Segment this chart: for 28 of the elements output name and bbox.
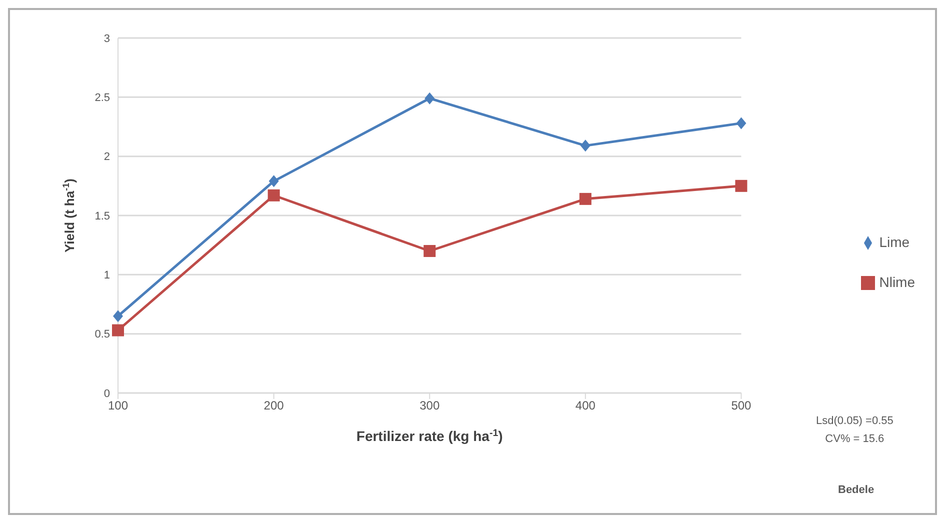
- point: [579, 192, 592, 205]
- point: [112, 324, 124, 336]
- text: CV% = 15.6: [824, 432, 886, 447]
- point: [268, 175, 279, 188]
- point: [113, 310, 123, 322]
- y-tick-label: 0: [104, 388, 110, 400]
- point: [736, 117, 746, 130]
- y-tick-label: 1: [104, 270, 110, 282]
- point: [424, 92, 435, 104]
- x-tick-label: 100: [108, 398, 128, 413]
- y-tick-label: 2: [104, 151, 110, 164]
- y-tick-label: 0.5: [94, 328, 110, 341]
- point: [268, 189, 280, 202]
- point: [580, 140, 590, 152]
- x-tick-label: 500: [731, 398, 752, 413]
- y-tick-label: 2.5: [94, 92, 110, 104]
- legend-label: Nlime: [879, 274, 915, 290]
- x-tick-label: 400: [575, 398, 596, 413]
- y-tick-label: 1.5: [94, 210, 110, 222]
- x-tick-label: 200: [264, 398, 284, 413]
- x-axis-title: Fertilizer rate (kg ha$^{-1}$): [356, 428, 503, 444]
- point: [735, 180, 748, 192]
- text: Lsd(0.05) =0.55: [816, 414, 894, 429]
- x-tick-label: 300: [420, 398, 440, 413]
- point: [424, 245, 436, 257]
- y-tick-label: 3: [104, 32, 110, 45]
- legend-label: Lime: [879, 234, 910, 250]
- text: Bedele: [838, 484, 874, 496]
